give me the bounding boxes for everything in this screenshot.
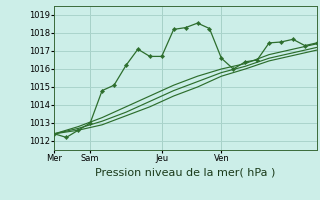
X-axis label: Pression niveau de la mer( hPa ): Pression niveau de la mer( hPa ) [95, 167, 276, 177]
